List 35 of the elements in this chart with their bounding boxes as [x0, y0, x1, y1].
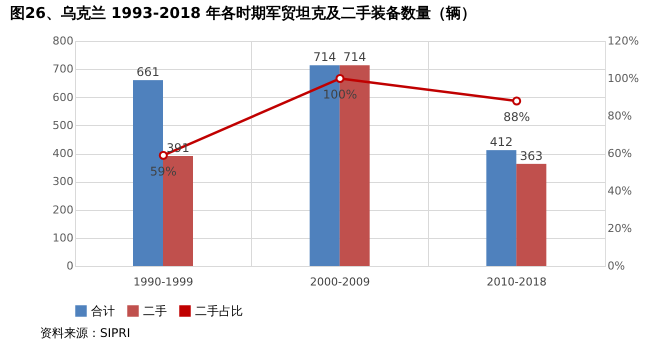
legend-label: 二手: [143, 304, 167, 318]
point: [512, 96, 522, 106]
y2-tick-label: 100%: [608, 72, 639, 85]
data-label: 661: [136, 65, 160, 80]
y2-tick-label: 0%: [608, 260, 625, 272]
x-tick-label: 1990-1999: [133, 276, 194, 288]
point: [158, 150, 168, 160]
data-label: 714: [343, 50, 366, 64]
legend-label: 二手占比: [195, 304, 243, 318]
y-tick-label: 100: [52, 231, 74, 244]
legend-label: 合计: [91, 304, 115, 318]
chart-title: 图26、乌克兰 1993-2018 年各时期军贸坦克及二手装备数量（辆）: [10, 4, 476, 22]
x-tick-label: 2000-2009: [310, 276, 370, 288]
point: [335, 74, 345, 84]
y-tick-label: 0: [66, 260, 74, 272]
data-label: 714: [313, 50, 336, 64]
y-tick-label: 500: [52, 118, 74, 132]
y2-tick-label: 20%: [608, 222, 632, 235]
x-tick-label: 2010-2018: [486, 276, 547, 288]
y2-tick-label: 60%: [608, 147, 632, 160]
y-tick-label: 300: [52, 175, 74, 188]
y-tick-label: 700: [52, 62, 74, 76]
y2-tick-label: 80%: [608, 110, 632, 122]
y2-tick-label: 40%: [608, 184, 632, 198]
data-label: 412: [490, 135, 513, 150]
y-tick-label: 800: [52, 34, 74, 48]
data-label: 88%: [503, 110, 530, 124]
bar: [516, 164, 546, 266]
text: 资料来源：SIPRI: [40, 326, 130, 340]
bar: [486, 150, 516, 266]
data-label: 363: [520, 148, 543, 163]
y2-tick-label: 120%: [608, 34, 639, 48]
y-tick-label: 600: [52, 90, 74, 104]
y-tick-label: 400: [52, 147, 74, 160]
y-tick-label: 200: [52, 203, 74, 216]
